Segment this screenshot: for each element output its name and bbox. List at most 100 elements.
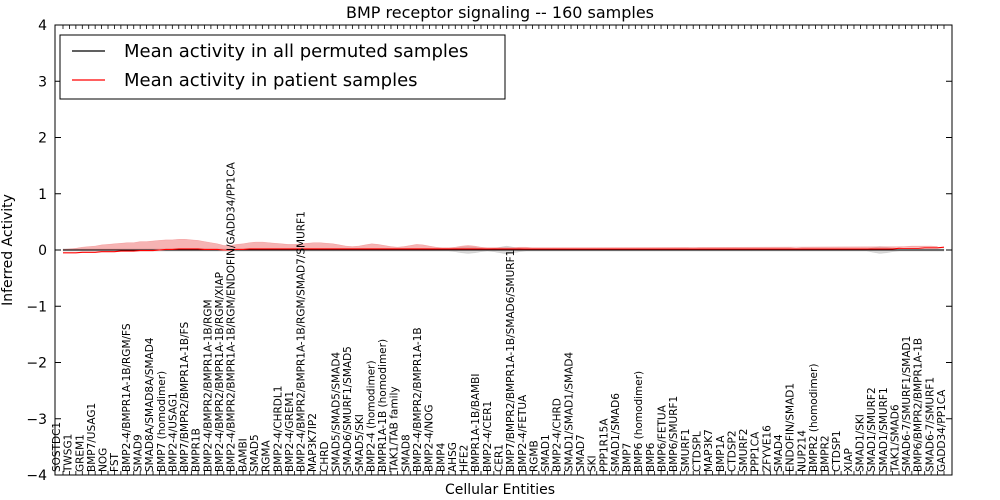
category-label: ZFYVE16	[761, 425, 773, 472]
category-label: SMAD5/SMAD5/SMAD4	[331, 352, 343, 472]
category-label: SMAD1/SMURF2	[866, 387, 878, 472]
category-label: BMP2-4/FETUA	[517, 394, 529, 472]
category-label: RGMB	[528, 440, 540, 472]
y-tick-label: −1	[26, 299, 47, 315]
category-label: SMAD5/SKI	[354, 414, 366, 472]
category-label: GADD34/PP1CA	[936, 389, 948, 472]
category-label: SMAD1/SMAD6	[610, 393, 622, 472]
chart-title: BMP receptor signaling -- 160 samples	[346, 3, 654, 22]
category-label: SMURF1	[680, 429, 692, 472]
category-label: SMAD8A/SMAD8A/SMAD4	[144, 337, 156, 472]
y-tick-label: −4	[26, 468, 47, 484]
category-label: AHSG	[447, 442, 459, 472]
category-label: BMP2-4/GREM1	[284, 391, 296, 472]
category-label: SMAD7	[575, 434, 587, 472]
category-label: BMP2-4/BMPR2/BMPR1A-1B/RGM/ENDOFIN/GADD3…	[226, 161, 238, 472]
category-label: SKI	[587, 455, 599, 472]
category-label: HFE2	[459, 445, 471, 472]
category-label: BAMBI	[237, 438, 249, 472]
category-label: BMPR2	[820, 435, 832, 472]
category-label: BMP2-4/BMPR1A-1B/RGM/FS	[121, 323, 133, 472]
category-label: TAK1/TAB family	[389, 386, 401, 473]
category-label: BMP6 (homodimer)	[633, 371, 645, 472]
category-label: FST	[109, 452, 121, 472]
category-labels: SOSTDC1 TWSG1 GREM1 BMP7/USAG1 NOG FST BMP2-4/…	[51, 161, 948, 473]
category-label: SMAD5	[249, 434, 261, 472]
y-tick-label: 1	[38, 187, 47, 203]
legend-label-patient: Mean activity in patient samples	[124, 70, 418, 91]
category-label: BMP2-4/BMPR2/BMPR1A-1B/RGM/SMAD7/SMURF1	[296, 211, 308, 472]
category-label: SMAD1/SMURF1	[878, 387, 890, 472]
category-label: SMAD4	[773, 434, 785, 472]
category-label: CTDSP2	[726, 430, 738, 472]
category-label: RGMA	[261, 440, 273, 472]
category-label: BMP7/USAG1	[86, 403, 98, 472]
y-axis-label: Inferred Activity	[0, 194, 16, 306]
category-label: BMP6/FETUA	[657, 404, 669, 472]
category-label: BMPR1A-1B/BAMBI	[470, 374, 482, 472]
category-label: BMPR2 (homodimer)	[808, 364, 820, 472]
category-label: SMAD1/SKI	[855, 414, 867, 472]
category-label: CTDSP1	[831, 430, 843, 472]
series-line-patient	[63, 246, 945, 254]
category-label: BMP2-4/BMPR2/BMPR1A-1B/RGM	[202, 299, 214, 472]
category-label: NUP214	[796, 430, 808, 472]
y-tick-label: 2	[38, 131, 47, 147]
y-tick-label: 4	[38, 18, 47, 34]
category-label: SMAD6/SMURF1/SMAD5	[342, 346, 354, 472]
category-label: BMP7 (homodimer)	[156, 371, 168, 472]
category-label: BMPR1B	[191, 428, 203, 472]
y-tick-label: 3	[38, 74, 47, 90]
y-tick-label: 0	[38, 243, 47, 259]
category-label: BMP6/BMPR2/BMPR1A-1B	[913, 338, 925, 472]
category-label: SOSTDC1	[51, 422, 63, 472]
category-label: BMP6/SMURF1	[668, 396, 680, 472]
category-label: SMAD6-7/SMURF1/SMAD1	[901, 336, 913, 472]
category-label: BMPR1A-1B (homodimer)	[377, 339, 389, 472]
legend: Mean activity in all permuted samples Me…	[59, 34, 506, 100]
category-label: NOG	[98, 448, 110, 472]
category-label: BMP6	[645, 442, 657, 472]
category-label: PPP1CA	[750, 431, 762, 472]
category-label: GREM1	[74, 434, 86, 472]
category-label: ENDOFIN/SMAD1	[785, 383, 797, 472]
category-label: TWSG1	[63, 434, 75, 473]
y-axis: 4 3 2 1 0 −1 −2 −3 −4	[26, 18, 952, 484]
category-label: BMP7	[622, 443, 634, 472]
category-label: SMAD9	[133, 434, 145, 472]
y-tick-label: −2	[26, 356, 47, 372]
category-label: SMAD1	[540, 434, 552, 472]
category-label: SMAD6-7/SMURF1	[924, 377, 936, 472]
band-layer	[62, 239, 945, 255]
category-label: BMP4	[435, 442, 447, 472]
category-label: SMAD8	[400, 434, 412, 472]
category-label: BMP2-4/CHRDL1	[272, 386, 284, 472]
legend-label-permuted: Mean activity in all permuted samples	[124, 41, 468, 62]
category-label: SMAD1/SMAD1/SMAD4	[563, 352, 575, 472]
patient-band	[62, 239, 938, 250]
category-label: BMP2-4/BMPR2/BMPR1A-1B	[412, 327, 424, 472]
category-label: SMURF2	[738, 429, 750, 472]
category-label: XIAP	[843, 448, 855, 472]
category-label: BMP7/BMPR2/BMPR1A-1B/SMAD6/SMURF1	[505, 250, 517, 472]
category-label: BMP2-4/BMPR2/BMPR1A-1B/RGM/XIAP	[214, 272, 226, 472]
category-label: PPP1R15A	[598, 418, 610, 472]
x-axis-ticks	[62, 25, 945, 475]
x-axis-label: Cellular Entities	[445, 482, 555, 498]
category-label: CHRD	[319, 441, 331, 472]
category-label: CTDSPL	[692, 431, 704, 472]
category-label: CER1	[494, 444, 506, 472]
y-tick-label: −3	[26, 412, 47, 428]
category-label: BMP2-4/CER1	[482, 401, 494, 472]
legend-box	[59, 34, 506, 100]
category-label: MAP3K7	[703, 429, 715, 472]
category-label: TAK1/SMAD6	[889, 404, 901, 473]
category-label: BMP2-4 (homodimer)	[365, 360, 377, 472]
category-label: BMP1A	[715, 435, 727, 472]
category-label: BMP2-4/CHRD	[552, 398, 564, 472]
category-label: MAP3K7IP2	[307, 413, 319, 472]
category-label: BMP2-4/USAG1	[167, 392, 179, 472]
category-label: BMP7/BMPR2/BMPR1A-1B/FS	[179, 321, 191, 472]
category-label: BMP2-4/NOG	[424, 404, 436, 472]
